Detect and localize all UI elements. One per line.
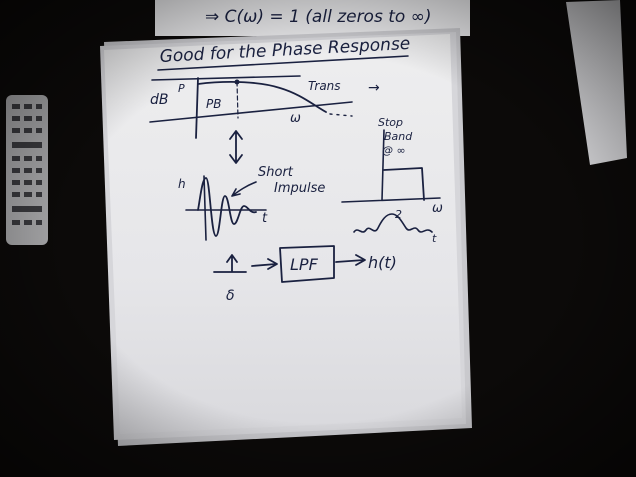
lecture-photo: ⇒ C(ω) = 1 (all zeros to ∞) Good for the…: [0, 0, 636, 477]
photo-vignette: [0, 0, 636, 477]
